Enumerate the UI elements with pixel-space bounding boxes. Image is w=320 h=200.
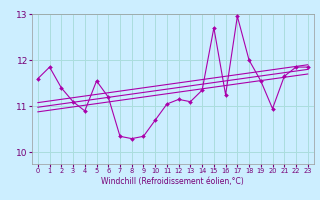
X-axis label: Windchill (Refroidissement éolien,°C): Windchill (Refroidissement éolien,°C)	[101, 177, 244, 186]
